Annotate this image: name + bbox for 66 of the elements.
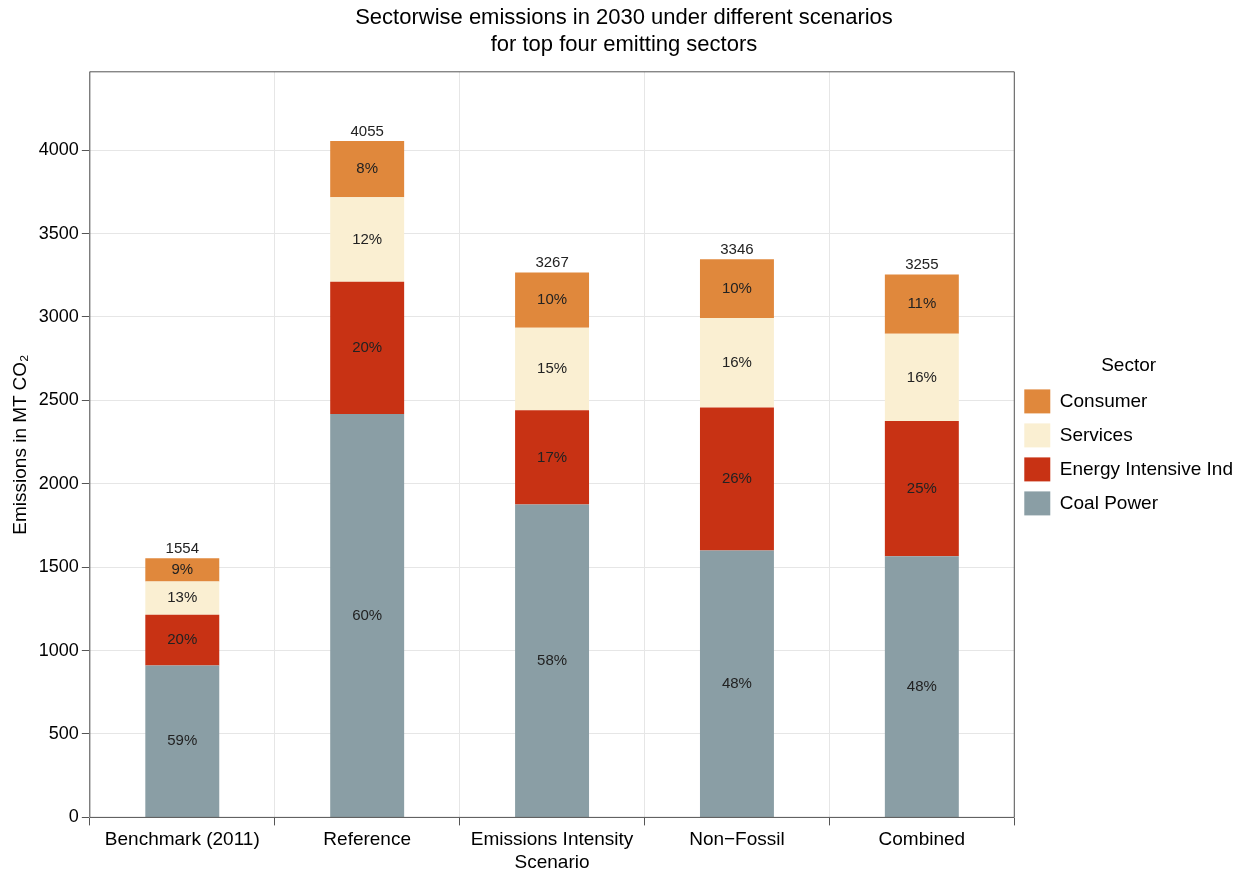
bar <box>884 333 959 422</box>
legend-label: Consumer <box>1059 389 1149 411</box>
annotation: 48% <box>721 673 752 691</box>
annotation: 13% <box>167 588 198 606</box>
x-tick-label: Non−Fossil <box>689 828 785 850</box>
annotation: 58% <box>537 650 568 668</box>
annotation: 59% <box>167 731 198 749</box>
total-label: 1554 <box>165 538 199 556</box>
y-tick-label: 4000 <box>38 139 79 160</box>
bar <box>699 259 774 318</box>
annotation: 25% <box>906 478 937 496</box>
y-tick-label: 1500 <box>38 556 79 577</box>
bar <box>515 410 590 505</box>
total-label: 3346 <box>720 239 754 257</box>
bar <box>330 281 405 415</box>
x-tick-label: Benchmark (2011) <box>104 828 260 850</box>
total-label: 3255 <box>905 255 939 273</box>
y-tick-label: 3000 <box>38 305 79 326</box>
bar <box>884 556 959 817</box>
bar <box>330 197 405 282</box>
x-tick-label: Combined <box>878 828 966 850</box>
x-tick-label: Emissions Intensity Scenario <box>470 828 634 872</box>
bar <box>699 407 774 551</box>
total-label: 3267 <box>535 253 569 271</box>
legend-label: Energy Intensive Ind <box>1059 457 1233 479</box>
bar <box>699 550 774 817</box>
annotation: 15% <box>537 359 568 377</box>
annotation: 17% <box>537 447 568 465</box>
bar <box>515 504 590 817</box>
bar <box>145 614 220 666</box>
annotation: 11% <box>907 294 937 312</box>
bar <box>515 327 590 411</box>
annotation: 20% <box>352 338 383 356</box>
y-tick-label: 0 <box>68 806 79 827</box>
bar <box>515 272 590 328</box>
annotation: 12% <box>352 229 383 247</box>
bar <box>145 558 220 582</box>
bar <box>884 421 959 557</box>
annotation: 8% <box>356 159 379 177</box>
y-tick-label: 2500 <box>38 389 79 410</box>
bar <box>884 274 959 334</box>
legend-label: Services <box>1059 423 1133 445</box>
bar <box>330 414 405 817</box>
y-tick-label: 500 <box>48 722 79 743</box>
y-tick-label: 1000 <box>38 639 79 660</box>
bar <box>145 581 220 615</box>
y-tick-label: 3500 <box>38 222 79 243</box>
annotation: 20% <box>167 630 198 648</box>
annotation: 10% <box>721 278 752 296</box>
total-label: 4055 <box>350 121 384 139</box>
x-tick-label: Reference <box>323 828 412 850</box>
chart-title: Sectorwise emissions in 2030 under different scenarios for top four emitting sectors <box>355 4 893 56</box>
annotation: 16% <box>906 367 937 385</box>
annotation: 48% <box>906 676 937 694</box>
annotation: 26% <box>721 469 752 487</box>
annotation: 10% <box>537 290 568 308</box>
bar <box>330 141 405 198</box>
y-tick-label: 2000 <box>38 472 79 493</box>
y-axis-title: Emissions in MT CO₂ <box>8 354 30 535</box>
legend-title: Sector <box>1101 354 1157 376</box>
bar <box>699 318 774 408</box>
annotation: 60% <box>352 605 383 623</box>
bar <box>145 665 220 817</box>
legend-label: Coal Power <box>1059 491 1159 513</box>
annotation: 9% <box>171 560 194 578</box>
annotation: 16% <box>721 352 752 370</box>
